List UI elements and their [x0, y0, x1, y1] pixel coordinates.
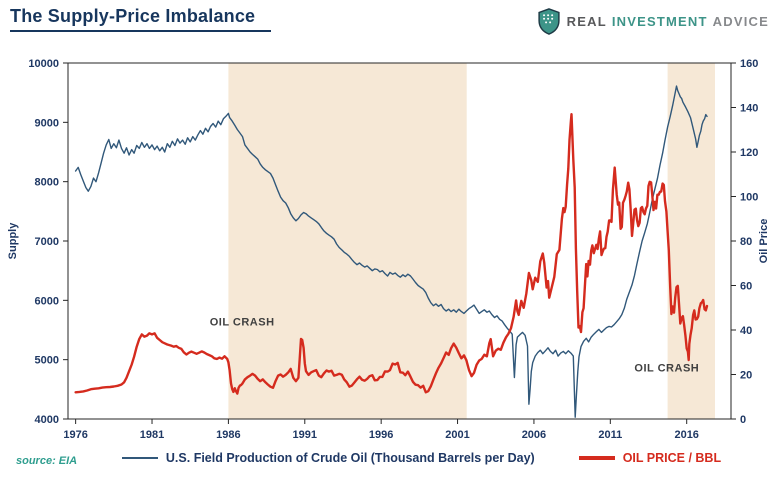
- right-tick-label: 40: [740, 325, 752, 337]
- right-tick-label: 80: [740, 236, 752, 248]
- brand-word-investment: INVESTMENT: [611, 14, 708, 29]
- legend-item-oil-price: OIL PRICE / BBL: [578, 451, 722, 465]
- x-tick-label: 1991: [293, 429, 317, 441]
- x-tick-label: 1996: [369, 429, 393, 441]
- annotation-oil-crash-2: OIL CRASH: [634, 363, 699, 375]
- brand-name: REAL INVESTMENT ADVICE: [567, 14, 769, 29]
- x-tick-label: 2006: [522, 429, 546, 441]
- x-tick-label: 1976: [63, 429, 87, 441]
- right-tick-label: 60: [740, 281, 752, 293]
- brand-shield-icon: [538, 8, 560, 35]
- page-title: The Supply-Price Imbalance: [10, 6, 272, 32]
- right-tick-label: 20: [740, 370, 752, 382]
- left-tick-label: 9000: [35, 117, 59, 129]
- oil-price-line: [74, 112, 709, 395]
- brand-word-advice: ADVICE: [712, 14, 769, 29]
- legend-line-production: [121, 457, 158, 459]
- right-tick-label: 120: [740, 147, 758, 159]
- right-tick-label: 100: [740, 192, 758, 204]
- brand-word-real: REAL: [566, 14, 607, 29]
- right-tick-label: 140: [740, 103, 758, 115]
- brand-logo: REAL INVESTMENT ADVICE: [538, 8, 769, 35]
- supply-line: [74, 85, 708, 418]
- x-tick-label: 1981: [140, 429, 164, 441]
- annotation-oil-crash-1: OIL CRASH: [210, 316, 275, 328]
- x-tick-label: 2011: [598, 429, 622, 441]
- left-tick-label: 4000: [35, 414, 59, 426]
- x-tick-label: 2016: [674, 429, 698, 441]
- source-note: source: EIA: [16, 455, 78, 467]
- left-tick-label: 10000: [28, 58, 59, 70]
- left-tick-label: 6000: [35, 295, 59, 307]
- left-tick-label: 7000: [35, 236, 59, 248]
- oil-crash-shading-1: [228, 63, 467, 419]
- chart-legend: U.S. Field Production of Crude Oil (Thou…: [70, 451, 773, 465]
- left-tick-label: 8000: [35, 177, 59, 189]
- left-tick-label: 5000: [35, 355, 59, 367]
- left-axis-title: Supply: [7, 222, 19, 260]
- x-tick-label: 1986: [216, 429, 240, 441]
- right-axis-title: Oil Price: [758, 219, 770, 264]
- legend-line-oil-price: [578, 456, 615, 460]
- x-tick-label: 2001: [445, 429, 469, 441]
- right-tick-label: 160: [740, 58, 758, 70]
- right-tick-label: 0: [740, 414, 746, 426]
- legend-item-production: U.S. Field Production of Crude Oil (Thou…: [121, 451, 535, 465]
- legend-label-production: U.S. Field Production of Crude Oil (Thou…: [165, 451, 535, 465]
- legend-label-oil-price: OIL PRICE / BBL: [622, 451, 722, 465]
